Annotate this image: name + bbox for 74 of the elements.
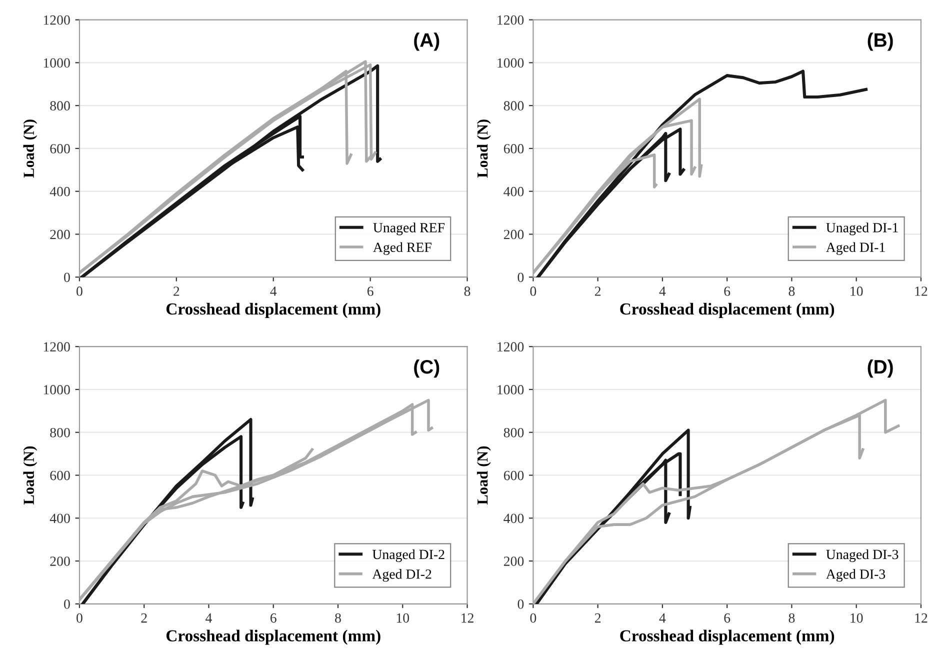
y-tick-label: 0 bbox=[64, 272, 70, 282]
x-tick-label: 6 bbox=[367, 286, 374, 296]
legend-label: Unaged DI-2 bbox=[372, 549, 444, 562]
y-tick-label: 200 bbox=[50, 230, 70, 240]
x-tick-label: 4 bbox=[659, 286, 666, 296]
y-tick-label: 800 bbox=[50, 101, 70, 111]
y-tick-label: 1200 bbox=[498, 15, 524, 25]
y-tick-label: 1200 bbox=[44, 15, 70, 25]
legend-label: Unaged DI-1 bbox=[826, 222, 898, 236]
x-tick-label: 2 bbox=[594, 613, 601, 623]
x-tick-label: 8 bbox=[464, 286, 470, 296]
y-tick-label: 400 bbox=[50, 186, 70, 196]
x-tick-label: 0 bbox=[530, 613, 536, 623]
y-tick-label: 600 bbox=[50, 144, 70, 154]
x-tick-label: 10 bbox=[396, 613, 410, 623]
legend-label: Unaged REF bbox=[373, 222, 445, 236]
x-tick-label: 2 bbox=[174, 286, 180, 296]
legend-label: Aged DI-3 bbox=[826, 569, 886, 582]
x-tick-label: 10 bbox=[850, 286, 863, 296]
legend-label: Unaged DI-3 bbox=[826, 549, 898, 562]
y-tick-label: 400 bbox=[504, 514, 524, 524]
x-tick-label: 2 bbox=[594, 286, 601, 296]
legend-label: Aged REF bbox=[373, 242, 432, 255]
y-tick-label: 200 bbox=[504, 556, 524, 566]
y-tick-label: 0 bbox=[64, 599, 70, 609]
y-axis-title: Load (N) bbox=[476, 120, 491, 178]
y-tick-label: 600 bbox=[50, 470, 70, 480]
x-axis-title: Crosshead displacement (mm) bbox=[166, 302, 380, 318]
text: (A) bbox=[414, 32, 440, 51]
x-tick-label: 12 bbox=[462, 613, 474, 623]
x-tick-label: 4 bbox=[206, 613, 212, 623]
y-axis-title: Load (N) bbox=[23, 120, 38, 178]
x-tick-label: 8 bbox=[335, 613, 341, 623]
x-tick-label: 0 bbox=[530, 286, 536, 296]
x-tick-label: 8 bbox=[788, 613, 795, 623]
x-tick-label: 12 bbox=[915, 613, 928, 623]
x-tick-label: 8 bbox=[788, 286, 795, 296]
y-axis-title: Load (N) bbox=[23, 446, 38, 504]
y-tick-label: 1000 bbox=[44, 385, 70, 394]
y-tick-label: 0 bbox=[518, 599, 524, 609]
y-tick-label: 200 bbox=[50, 556, 70, 566]
y-tick-label: 800 bbox=[504, 101, 524, 111]
y-tick-label: 1200 bbox=[498, 342, 524, 352]
y-axis-title: Load (N) bbox=[476, 446, 491, 504]
y-tick-label: 400 bbox=[504, 186, 524, 196]
y-tick-label: 0 bbox=[518, 272, 524, 282]
y-tick-label: 600 bbox=[504, 470, 524, 480]
y-tick-label: 1200 bbox=[44, 342, 70, 352]
legend-label: Aged DI-2 bbox=[372, 569, 432, 582]
text: (C) bbox=[414, 359, 440, 378]
y-tick-label: 1000 bbox=[498, 385, 524, 394]
x-tick-label: 0 bbox=[76, 286, 82, 296]
legend-label: Aged DI-1 bbox=[826, 242, 885, 255]
x-tick-label: 10 bbox=[850, 613, 863, 623]
x-tick-label: 6 bbox=[724, 286, 730, 296]
y-tick-label: 800 bbox=[504, 428, 524, 438]
y-tick-label: 1000 bbox=[44, 58, 70, 68]
x-tick-label: 4 bbox=[659, 613, 666, 623]
x-axis-title: Crosshead displacement (mm) bbox=[166, 630, 380, 645]
x-tick-label: 6 bbox=[270, 613, 276, 623]
y-tick-label: 400 bbox=[50, 514, 70, 524]
x-tick-label: 2 bbox=[141, 613, 147, 623]
x-axis-title: Crosshead displacement (mm) bbox=[620, 302, 834, 318]
y-tick-label: 200 bbox=[504, 230, 524, 240]
x-tick-label: 12 bbox=[915, 286, 928, 296]
y-tick-label: 800 bbox=[50, 428, 70, 438]
y-tick-label: 1000 bbox=[498, 58, 524, 68]
text: (B) bbox=[868, 32, 893, 51]
x-tick-label: 0 bbox=[76, 613, 82, 623]
text: (D) bbox=[868, 359, 893, 378]
x-tick-label: 4 bbox=[270, 286, 277, 296]
x-tick-label: 6 bbox=[724, 613, 730, 623]
x-axis-title: Crosshead displacement (mm) bbox=[620, 630, 834, 645]
y-tick-label: 600 bbox=[504, 144, 524, 154]
